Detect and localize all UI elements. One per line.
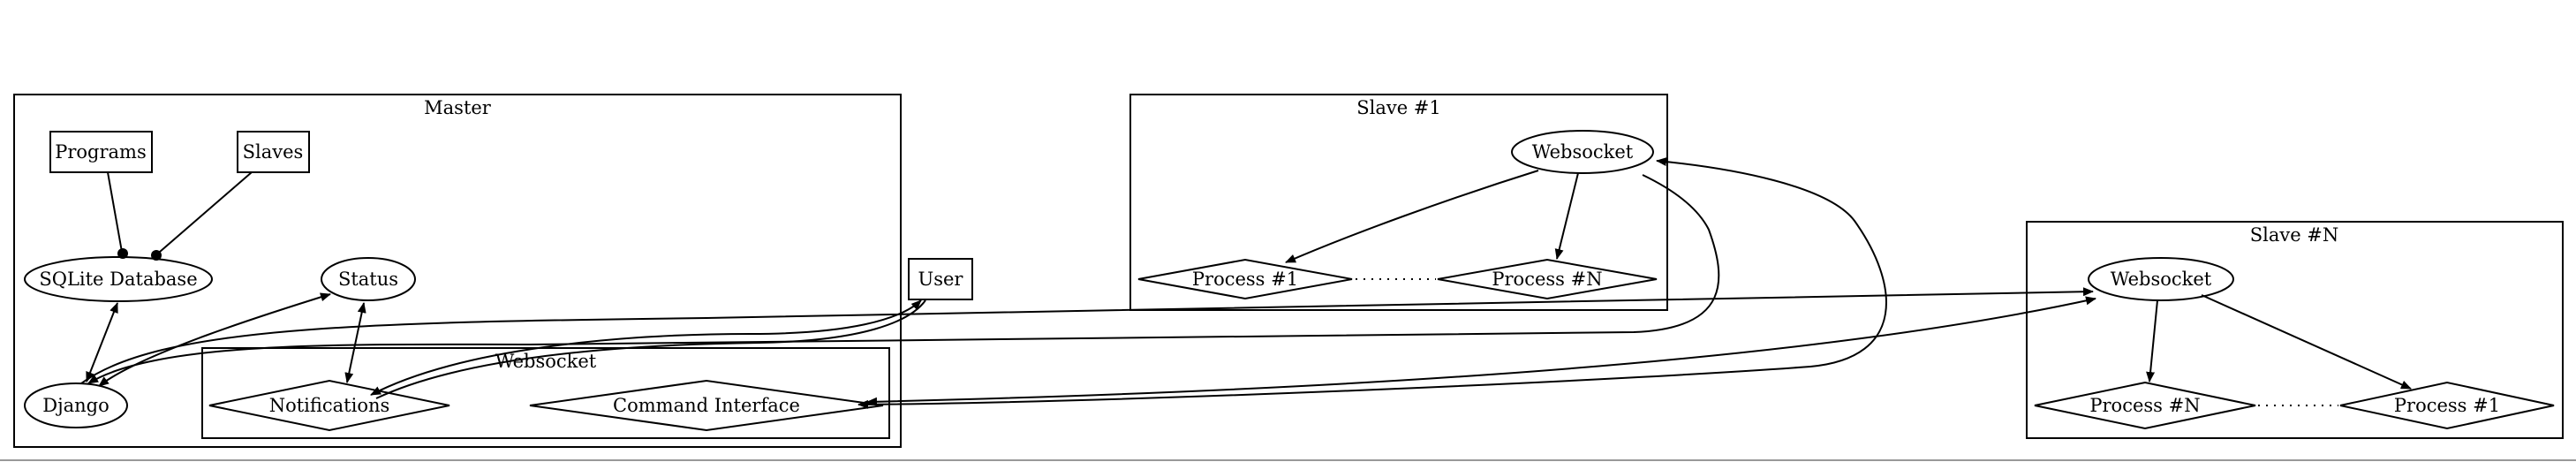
cluster-master: Master (13, 94, 902, 448)
node-slave-n-process-1[interactable]: Process #1 (2339, 381, 2555, 430)
node-slave-1-process-1[interactable]: Process #1 (1137, 258, 1353, 300)
node-user[interactable]: User (908, 258, 973, 300)
cluster-slave-1-label: Slave #1 (1356, 97, 1441, 118)
cluster-slave-n-label: Slave #N (2250, 224, 2339, 246)
edge-django-slave1-websocket (87, 174, 1720, 384)
node-django-label: Django (42, 395, 109, 416)
edge-command-slave1-websocket (857, 157, 1887, 409)
node-slave-n-process-1-label: Process #1 (2394, 395, 2500, 416)
edge-slaves-sqlite (159, 171, 253, 253)
node-slave-n-process-n[interactable]: Process #N (2034, 381, 2256, 430)
edge-slaven-websocket-processn (2146, 299, 2158, 382)
edge-slaves-sqlite-dot (151, 250, 162, 261)
node-notifications[interactable]: Notifications (208, 379, 450, 432)
node-notifications-label: Notifications (269, 395, 390, 416)
node-status[interactable]: Status (321, 257, 416, 301)
node-django[interactable]: Django (24, 382, 128, 428)
edge-programs-sqlite-dot (117, 248, 128, 259)
edge-slave1-websocket-process1 (1285, 170, 1539, 263)
edge-status-notifications (344, 302, 366, 383)
node-programs-label: Programs (55, 141, 147, 163)
edge-slave1-websocket-processn (1554, 172, 1579, 260)
node-slave-1-websocket-label: Websocket (1532, 141, 1634, 163)
node-slave-n-websocket-label: Websocket (2111, 269, 2212, 290)
node-slave-1-process-n[interactable]: Process #N (1437, 258, 1658, 300)
edge-slaven-websocket-process1 (2201, 294, 2412, 390)
edge-django-status (98, 292, 331, 387)
node-slave-1-process-n-label: Process #N (1492, 269, 1602, 290)
edge-programs-sqlite (107, 171, 123, 253)
node-status-label: Status (338, 269, 398, 290)
node-slave-n-process-n-label: Process #N (2089, 395, 2200, 416)
edge-command-slaven-websocket (866, 296, 2096, 406)
node-command-interface[interactable]: Command Interface (529, 379, 884, 432)
node-command-interface-label: Command Interface (613, 395, 800, 416)
edge-django-slaven-websocket (80, 287, 2094, 384)
node-programs[interactable]: Programs (49, 131, 153, 173)
node-user-label: User (918, 269, 964, 290)
node-slave-1-websocket[interactable]: Websocket (1511, 130, 1654, 174)
node-slaves-label: Slaves (243, 141, 304, 163)
node-slave-1-process-1-label: Process #1 (1192, 269, 1298, 290)
node-slaves[interactable]: Slaves (237, 131, 310, 173)
cluster-slave-1: Slave #1 (1129, 94, 1668, 311)
edge-sqlite-django (86, 302, 118, 382)
cluster-master-label: Master (424, 97, 492, 118)
node-slave-n-websocket[interactable]: Websocket (2088, 257, 2234, 301)
node-sqlite-database[interactable]: SQLite Database (24, 256, 213, 302)
node-sqlite-database-label: SQLite Database (39, 269, 197, 290)
